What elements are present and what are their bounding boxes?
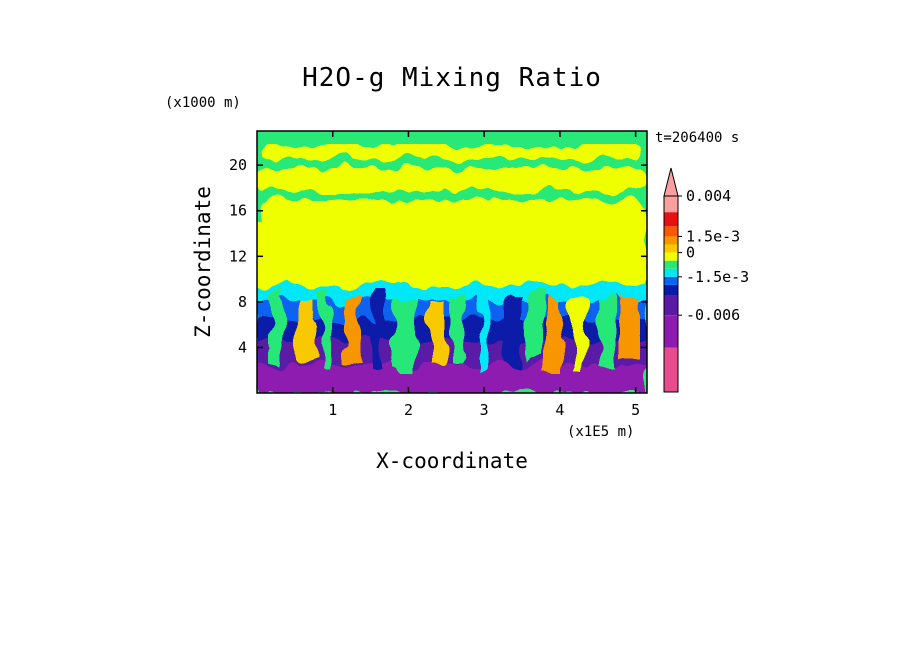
colorbar-label: 1.5e-3 — [686, 227, 740, 245]
colorbar-cell — [664, 226, 678, 237]
chart-title: H2O-g Mixing Ratio — [302, 63, 602, 93]
plot-frame — [256, 130, 648, 394]
x-tick-label: 4 — [555, 401, 564, 419]
x-tick-label: 5 — [631, 401, 640, 419]
colorbar-cell — [664, 212, 678, 227]
x-tick-label: 1 — [328, 401, 337, 419]
y-tick-label: 8 — [238, 293, 247, 311]
colorbar-cell — [664, 295, 678, 316]
colorbar-cell — [664, 284, 678, 296]
colorbar-label: -1.5e-3 — [686, 268, 749, 286]
colorbar-cell — [664, 315, 678, 348]
colorbar: 0.004 1.5e-30 -1.5e-3 -0.006 — [663, 167, 749, 393]
x-unit-label: (x1E5 m) — [567, 424, 634, 440]
y-tick-label: 20 — [229, 156, 247, 174]
colorbar-cell — [664, 276, 678, 285]
colorbar-arrow — [663, 167, 679, 197]
x-axis-label: X-coordinate — [376, 449, 528, 473]
y-tick-label: 16 — [229, 202, 247, 220]
colorbar-label: 0.004 — [686, 187, 731, 205]
x-tick-label: 3 — [480, 401, 489, 419]
colorbar-label: 0 — [686, 244, 695, 262]
x-tick-label: 2 — [404, 401, 413, 419]
y-ticks: 4 8 12 16 20 — [229, 156, 647, 356]
colorbar-cell — [664, 260, 678, 269]
y-axis-label: Z-coordinate — [191, 186, 215, 338]
colorbar-cell — [664, 252, 678, 261]
time-label: t=206400 s — [655, 130, 739, 146]
colorbar-cell — [664, 268, 678, 277]
colorbar-label: -0.006 — [686, 306, 740, 324]
colorbar-cell — [664, 244, 678, 253]
colorbar-cell — [664, 347, 678, 392]
contour-field — [257, 131, 647, 393]
colorbar-cell — [664, 236, 678, 245]
y-tick-label: 4 — [238, 338, 247, 356]
y-unit-label: (x1000 m) — [165, 95, 241, 111]
x-ticks: 1 2 3 4 5 — [328, 131, 640, 419]
y-tick-label: 12 — [229, 247, 247, 265]
colorbar-cell — [664, 196, 678, 213]
